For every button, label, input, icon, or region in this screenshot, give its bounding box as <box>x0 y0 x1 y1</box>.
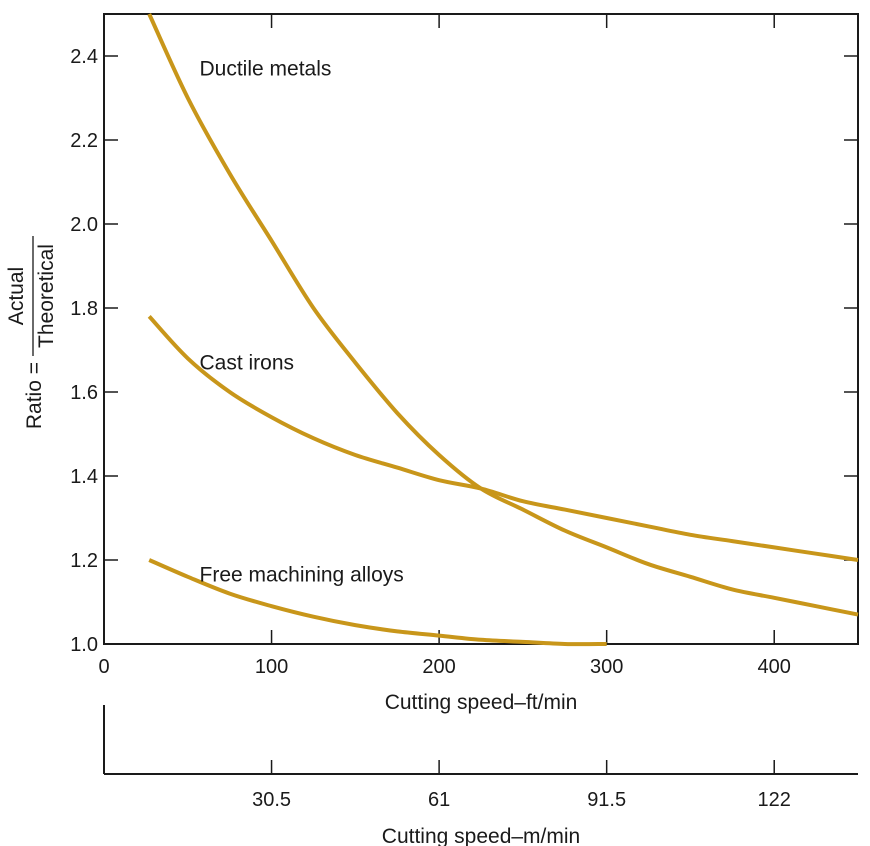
y-tick-label: 1.2 <box>70 550 98 572</box>
labels: Ductile metals Cast irons Free machining a… <box>200 58 404 587</box>
y-tick-label: 1.0 <box>70 634 98 656</box>
x2-tick-label: 61 <box>428 789 450 811</box>
y-tick-label: 2.4 <box>70 46 98 68</box>
x-tick-label: 200 <box>422 656 455 678</box>
x2-tick-label: 30.5 <box>252 789 291 811</box>
x2-tick-label: 122 <box>758 789 791 811</box>
series-lines <box>147 13 859 647</box>
y-tick-label: 1.6 <box>70 382 98 404</box>
series-line-free-machining-alloys <box>148 558 607 647</box>
y-tick-label: 1.4 <box>70 466 98 488</box>
x-axis-title: Cutting speed–ft/min <box>385 691 578 714</box>
y-axis-title-numerator: Actual <box>5 267 28 325</box>
y-tick-label: 2.0 <box>70 214 98 236</box>
x-tick-label: 100 <box>255 656 288 678</box>
x2-tick-label: 91.5 <box>587 789 626 811</box>
plot-area-border <box>103 13 859 645</box>
x2-axis-title: Cutting speed–m/min <box>382 825 580 846</box>
y-axis-title-prefix: Ratio = <box>23 362 46 429</box>
y-tick-label: 2.2 <box>70 130 98 152</box>
series-line-cast-irons <box>147 315 859 562</box>
series-label-cast-irons: Cast irons <box>200 352 295 375</box>
plot-frame <box>103 13 859 775</box>
y-tick-label: 1.8 <box>70 298 98 320</box>
x-tick-label: 0 <box>98 656 109 678</box>
x-tick-label: 300 <box>590 656 623 678</box>
axis-ticks: 1.0 1.2 1.4 1.6 1.8 2.0 2.2 2.4 0 100 200 300 400 30.… <box>70 14 858 811</box>
x-tick-label: 400 <box>758 656 791 678</box>
series-line-ductile-metals <box>147 13 859 617</box>
series-label-ductile-metals: Ductile metals <box>200 58 332 81</box>
y-axis-title: Ratio = Actual Theoretical <box>5 236 58 429</box>
series-label-free-machining-alloys: Free machining alloys <box>200 564 404 587</box>
y-axis-title-denominator: Theoretical <box>35 244 58 348</box>
